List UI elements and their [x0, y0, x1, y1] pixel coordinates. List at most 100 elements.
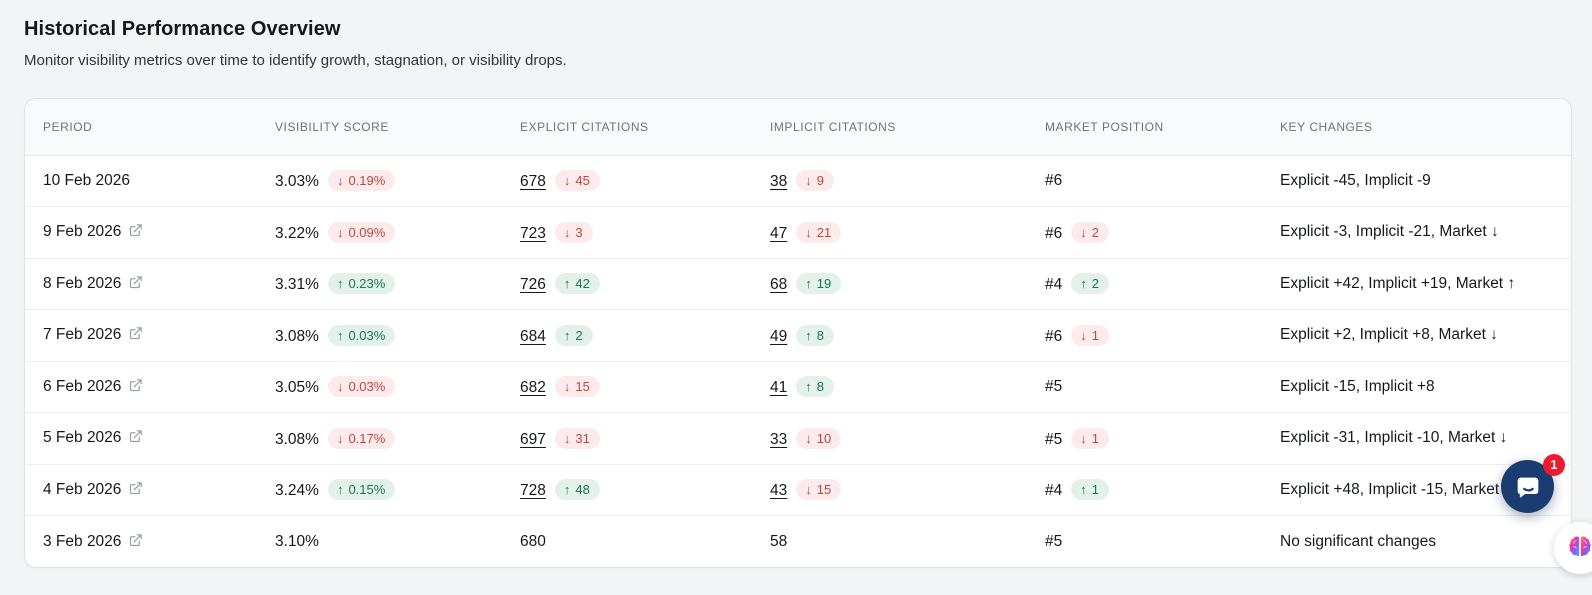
market-position: #6: [1045, 171, 1063, 189]
visibility-score: 3.22%: [275, 224, 319, 242]
explicit-citations-link[interactable]: 678: [520, 173, 546, 191]
market-change-badge: ↓ 1: [1071, 427, 1109, 449]
external-link-icon[interactable]: [128, 481, 143, 496]
external-link-icon[interactable]: [128, 275, 143, 290]
table-row: 6 Feb 2026 3.05% ↓ 0.03% 682 ↓ 15 41 ↑ 8 #5 Ex…: [25, 360, 1571, 413]
chat-launcher-button[interactable]: 1: [1501, 454, 1565, 513]
visibility-score: 3.05%: [275, 379, 319, 397]
down-arrow-icon: ↓: [563, 379, 571, 395]
down-arrow-icon: ↓: [1080, 430, 1087, 446]
external-link-icon[interactable]: [128, 223, 143, 238]
explicit-change-badge: ↓ 45: [554, 170, 600, 192]
explicit-citations-value: 680: [520, 532, 546, 550]
brain-extension-button[interactable]: [1554, 522, 1592, 574]
down-arrow-icon: ↓: [805, 482, 812, 498]
market-change-badge: ↓ 1: [1071, 324, 1109, 346]
column-header-explicit-citations: EXPLICIT CITATIONS: [502, 99, 752, 156]
visibility-score: 3.03%: [275, 173, 319, 191]
period-date: 7 Feb 2026: [43, 326, 122, 344]
implicit-change-badge: ↑ 8: [796, 376, 834, 398]
key-changes: Explicit +42, Implicit +19, Market ↑: [1280, 274, 1516, 292]
down-arrow-icon: ↓: [563, 430, 571, 446]
market-position: #5: [1045, 377, 1063, 395]
market-position: #4: [1045, 276, 1063, 294]
table-header-row: PERIOD VISIBILITY SCORE EXPLICIT CITATIO…: [25, 99, 1571, 156]
score-change-badge: ↓ 0.17%: [327, 427, 396, 449]
page-subtitle: Monitor visibility metrics over time to …: [24, 52, 567, 69]
explicit-citations-link[interactable]: 682: [520, 379, 546, 397]
explicit-change-badge: ↑ 42: [554, 273, 600, 295]
down-arrow-icon: ↓: [563, 224, 571, 240]
period-date: 4 Feb 2026: [43, 480, 122, 498]
visibility-score: 3.31%: [275, 276, 319, 294]
implicit-change-badge: ↓ 9: [796, 170, 834, 192]
period-date: 8 Feb 2026: [43, 274, 122, 292]
performance-table-card: PERIOD VISIBILITY SCORE EXPLICIT CITATIO…: [24, 98, 1572, 568]
explicit-citations-link[interactable]: 697: [520, 430, 546, 448]
down-arrow-icon: ↓: [336, 379, 344, 395]
key-changes: Explicit -15, Implicit +8: [1280, 377, 1435, 395]
implicit-change-badge: ↑ 19: [796, 273, 842, 295]
key-changes: Explicit -45, Implicit -9: [1280, 171, 1431, 189]
score-change-badge: ↑ 0.03%: [327, 324, 396, 346]
table-row: 4 Feb 2026 3.24% ↑ 0.15% 728 ↑ 48 43 ↓ 15 #4 ↑ 1…: [25, 463, 1571, 516]
implicit-citations-link[interactable]: 38: [770, 173, 788, 191]
market-position: #5: [1045, 532, 1063, 550]
market-position: #4: [1045, 482, 1063, 500]
period-date: 3 Feb 2026: [43, 532, 122, 550]
column-header-key-changes: KEY CHANGES: [1262, 99, 1571, 156]
up-arrow-icon: ↑: [336, 276, 344, 292]
implicit-citations-link[interactable]: 33: [770, 430, 788, 448]
implicit-change-badge: ↓ 10: [796, 427, 842, 449]
market-change-badge: ↓ 2: [1071, 221, 1109, 243]
external-link-icon[interactable]: [128, 533, 143, 548]
implicit-citations-link[interactable]: 43: [770, 482, 788, 500]
up-arrow-icon: ↑: [805, 327, 812, 343]
down-arrow-icon: ↓: [1080, 224, 1087, 240]
implicit-change-badge: ↑ 8: [796, 324, 834, 346]
explicit-citations-link[interactable]: 723: [520, 224, 546, 242]
explicit-change-badge: ↑ 2: [554, 324, 593, 346]
column-header-period: PERIOD: [25, 99, 257, 156]
period-date: 10 Feb 2026: [43, 171, 131, 189]
implicit-citations-link[interactable]: 68: [770, 276, 788, 294]
down-arrow-icon: ↓: [336, 224, 344, 240]
up-arrow-icon: ↑: [1080, 482, 1087, 498]
down-arrow-icon: ↓: [336, 173, 344, 189]
column-header-market-position: MARKET POSITION: [1027, 99, 1262, 156]
visibility-score: 3.08%: [275, 327, 319, 345]
external-link-icon[interactable]: [128, 326, 143, 341]
up-arrow-icon: ↑: [805, 276, 812, 292]
external-link-icon[interactable]: [128, 429, 143, 444]
table-row: 7 Feb 2026 3.08% ↑ 0.03% 684 ↑ 2 49 ↑ 8 #6 ↓ 1 E…: [25, 309, 1571, 361]
explicit-change-badge: ↓ 15: [554, 376, 600, 398]
table-row: 9 Feb 2026 3.22% ↓ 0.09% 723 ↓ 3 47 ↓ 21 #6 ↓ 2 …: [25, 206, 1571, 258]
explicit-citations-link[interactable]: 728: [520, 482, 546, 500]
explicit-citations-link[interactable]: 726: [520, 276, 546, 294]
implicit-citations-link[interactable]: 49: [770, 327, 788, 345]
implicit-citations-link[interactable]: 47: [770, 224, 788, 242]
up-arrow-icon: ↑: [563, 276, 571, 292]
score-change-badge: ↓ 0.19%: [327, 170, 396, 192]
notification-badge: 1: [1543, 454, 1565, 476]
column-header-visibility-score: VISIBILITY SCORE: [257, 99, 502, 156]
explicit-change-badge: ↑ 48: [554, 479, 600, 501]
implicit-citations-value: 58: [770, 532, 788, 550]
column-header-implicit-citations: IMPLICIT CITATIONS: [752, 99, 1027, 156]
market-change-badge: ↑ 2: [1071, 273, 1109, 295]
down-arrow-icon: ↓: [336, 430, 344, 446]
market-position: #6: [1045, 327, 1063, 345]
implicit-citations-link[interactable]: 41: [770, 379, 788, 397]
explicit-change-badge: ↓ 31: [554, 427, 600, 449]
key-changes: Explicit -3, Implicit -21, Market ↓: [1280, 223, 1499, 241]
up-arrow-icon: ↑: [336, 327, 344, 343]
performance-table: PERIOD VISIBILITY SCORE EXPLICIT CITATIO…: [25, 99, 1571, 567]
up-arrow-icon: ↑: [336, 482, 344, 498]
external-link-icon[interactable]: [128, 378, 143, 393]
period-date: 9 Feb 2026: [43, 223, 122, 241]
visibility-score: 3.24%: [275, 482, 319, 500]
period-date: 6 Feb 2026: [43, 377, 122, 395]
score-change-badge: ↑ 0.23%: [327, 273, 396, 295]
explicit-citations-link[interactable]: 684: [520, 327, 546, 345]
